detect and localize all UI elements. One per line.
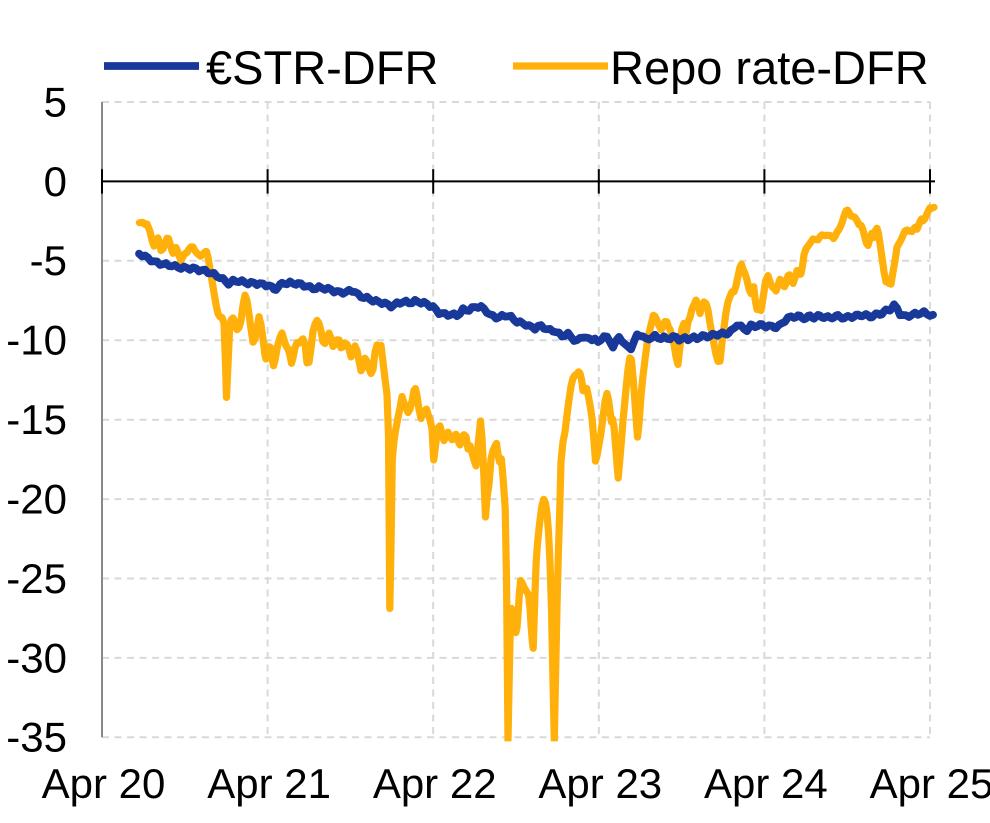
svg-text:0: 0 — [44, 158, 67, 205]
svg-text:5: 5 — [44, 78, 67, 125]
svg-text:-30: -30 — [6, 634, 67, 681]
svg-text:-25: -25 — [6, 555, 67, 602]
svg-text:Repo rate-DFR: Repo rate-DFR — [610, 41, 929, 94]
svg-text:Apr 24: Apr 24 — [704, 760, 828, 807]
svg-text:-35: -35 — [6, 714, 67, 761]
svg-text:-15: -15 — [6, 396, 67, 443]
svg-text:-10: -10 — [6, 317, 67, 364]
svg-text:Apr 23: Apr 23 — [538, 760, 662, 807]
svg-text:-20: -20 — [6, 476, 67, 523]
svg-text:Apr 25: Apr 25 — [870, 760, 990, 807]
svg-text:-5: -5 — [30, 237, 67, 284]
svg-text:Apr 20: Apr 20 — [42, 760, 166, 807]
svg-text:Apr 21: Apr 21 — [207, 760, 331, 807]
svg-text:€STR-DFR: €STR-DFR — [206, 41, 438, 94]
svg-text:Apr 22: Apr 22 — [373, 760, 497, 807]
